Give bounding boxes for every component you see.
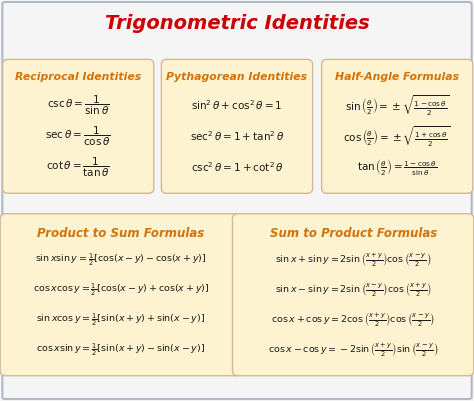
- FancyBboxPatch shape: [3, 59, 154, 193]
- FancyBboxPatch shape: [161, 59, 313, 193]
- Text: Pythagorean Identities: Pythagorean Identities: [166, 72, 308, 82]
- Text: $\sin^2\theta + \cos^2\theta = 1$: $\sin^2\theta + \cos^2\theta = 1$: [191, 99, 283, 113]
- Text: $\cos x - \cos y = -2\sin\left(\frac{x+y}{2}\right)\sin\left(\frac{x-y}{2}\right: $\cos x - \cos y = -2\sin\left(\frac{x+y…: [268, 341, 438, 359]
- Text: $\sec\theta = \dfrac{1}{\cos\theta}$: $\sec\theta = \dfrac{1}{\cos\theta}$: [46, 125, 111, 148]
- Text: Sum to Product Formulas: Sum to Product Formulas: [270, 227, 437, 239]
- FancyBboxPatch shape: [232, 214, 474, 376]
- Text: Product to Sum Formulas: Product to Sum Formulas: [37, 227, 204, 239]
- FancyBboxPatch shape: [321, 59, 473, 193]
- Text: $\cos x \sin y = \frac{1}{2}\left[\sin(x+y) - \sin(x-y)\right]$: $\cos x \sin y = \frac{1}{2}\left[\sin(x…: [36, 341, 205, 358]
- Text: Half-Angle Formulas: Half-Angle Formulas: [335, 72, 459, 82]
- Text: $\sin x \cos y = \frac{1}{2}\left[\sin(x+y) + \sin(x-y)\right]$: $\sin x \cos y = \frac{1}{2}\left[\sin(x…: [36, 311, 205, 328]
- Text: $\csc^2\theta = 1 + \cot^2\theta$: $\csc^2\theta = 1 + \cot^2\theta$: [191, 160, 283, 174]
- Text: $\sin x + \sin y = 2\sin\left(\frac{x+y}{2}\right)\cos\left(\frac{x-y}{2}\right): $\sin x + \sin y = 2\sin\left(\frac{x+y}…: [275, 251, 431, 269]
- Text: $\cos x \cos y = \frac{1}{2}\left[\cos(x-y) + \cos(x+y)\right]$: $\cos x \cos y = \frac{1}{2}\left[\cos(x…: [33, 281, 209, 298]
- Text: $\cot\theta = \dfrac{1}{\tan\theta}$: $\cot\theta = \dfrac{1}{\tan\theta}$: [46, 156, 110, 179]
- Text: Reciprocal Identities: Reciprocal Identities: [15, 72, 141, 82]
- Text: $\csc\theta = \dfrac{1}{\sin\theta}$: $\csc\theta = \dfrac{1}{\sin\theta}$: [47, 94, 109, 117]
- FancyBboxPatch shape: [0, 214, 242, 376]
- Text: $\tan\left(\frac{\theta}{2}\right) = \frac{1-\cos\theta}{\sin\theta}$: $\tan\left(\frac{\theta}{2}\right) = \fr…: [357, 157, 438, 177]
- Text: $\sin\left(\frac{\theta}{2}\right) = \pm\sqrt{\frac{1-\cos\theta}{2}}$: $\sin\left(\frac{\theta}{2}\right) = \pm…: [345, 93, 450, 118]
- Text: Trigonometric Identities: Trigonometric Identities: [105, 14, 369, 33]
- Text: $\sin x \sin y = \frac{1}{2}\left[\cos(x-y) - \cos(x+y)\right]$: $\sin x \sin y = \frac{1}{2}\left[\cos(x…: [35, 251, 207, 268]
- Text: $\cos\left(\frac{\theta}{2}\right) = \pm\sqrt{\frac{1+\cos\theta}{2}}$: $\cos\left(\frac{\theta}{2}\right) = \pm…: [344, 124, 451, 149]
- Text: $\sin x - \sin y = 2\sin\left(\frac{x-y}{2}\right)\cos\left(\frac{x+y}{2}\right): $\sin x - \sin y = 2\sin\left(\frac{x-y}…: [275, 281, 431, 299]
- Text: $\sec^2\theta = 1 + \tan^2\theta$: $\sec^2\theta = 1 + \tan^2\theta$: [190, 130, 284, 143]
- Text: $\cos x + \cos y = 2\cos\left(\frac{x+y}{2}\right)\cos\left(\frac{x-y}{2}\right): $\cos x + \cos y = 2\cos\left(\frac{x+y}…: [272, 311, 435, 329]
